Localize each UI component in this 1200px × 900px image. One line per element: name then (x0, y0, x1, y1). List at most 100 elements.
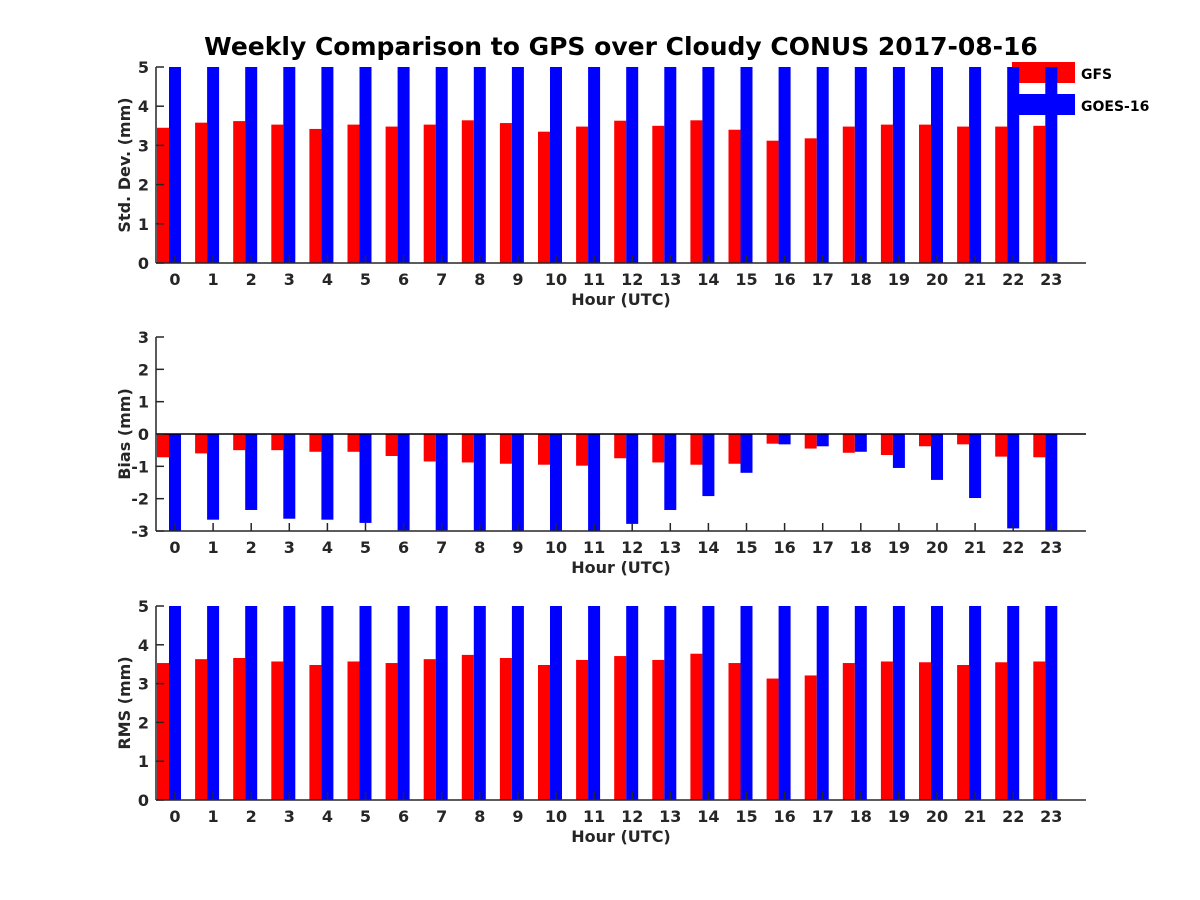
y-tick-label-std-dev-mm: 3 (138, 136, 149, 155)
x-tick-label-rms-mm: 2 (246, 807, 257, 826)
bar-std-dev-mm-gfs-21 (957, 126, 970, 263)
bar-rms-mm-gfs-22 (995, 662, 1008, 800)
bar-bias-mm-goes-16-7 (435, 434, 448, 531)
bar-rms-mm-goes-16-12 (626, 606, 639, 800)
bar-rms-mm-gfs-7 (423, 659, 436, 800)
bar-std-dev-mm-gfs-23 (1033, 125, 1046, 263)
bar-std-dev-mm-gfs-5 (347, 124, 360, 264)
x-tick-label-bias-mm: 4 (322, 538, 333, 557)
bar-bias-mm-goes-16-21 (969, 434, 982, 499)
bar-bias-mm-gfs-20 (919, 434, 931, 447)
y-tick-label-bias-mm: -2 (131, 490, 149, 509)
bar-std-dev-mm-gfs-18 (842, 126, 855, 263)
y-tick-label-rms-mm: 1 (138, 752, 149, 771)
bar-rms-mm-gfs-10 (538, 664, 550, 800)
x-tick-label-bias-mm: 5 (360, 538, 371, 557)
x-tick-label-rms-mm: 3 (284, 807, 295, 826)
bar-bias-mm-gfs-3 (271, 434, 284, 451)
bar-bias-mm-goes-16-14 (702, 434, 715, 497)
bar-std-dev-mm-goes-16-16 (778, 67, 791, 263)
bar-bias-mm-gfs-7 (423, 434, 436, 462)
x-tick-label-bias-mm: 14 (697, 538, 719, 557)
x-tick-label-bias-mm: 2 (246, 538, 257, 557)
bar-std-dev-mm-goes-16-11 (588, 67, 601, 263)
x-tick-label-std-dev-mm: 3 (284, 270, 295, 289)
bar-bias-mm-gfs-8 (461, 434, 474, 463)
x-tick-label-rms-mm: 8 (474, 807, 485, 826)
x-tick-label-std-dev-mm: 12 (621, 270, 643, 289)
x-tick-label-std-dev-mm: 1 (208, 270, 219, 289)
bar-rms-mm-gfs-8 (461, 654, 474, 800)
bar-bias-mm-goes-16-19 (892, 434, 905, 468)
bar-std-dev-mm-gfs-1 (195, 122, 208, 263)
bar-std-dev-mm-goes-16-19 (892, 67, 905, 263)
x-tick-label-rms-mm: 4 (322, 807, 333, 826)
x-tick-label-bias-mm: 22 (1002, 538, 1024, 557)
bar-std-dev-mm-gfs-2 (233, 121, 246, 263)
x-tick-label-std-dev-mm: 19 (888, 270, 910, 289)
bar-std-dev-mm-gfs-20 (919, 124, 931, 264)
x-tick-label-std-dev-mm: 5 (360, 270, 371, 289)
bar-rms-mm-goes-16-20 (931, 606, 943, 800)
x-tick-label-bias-mm: 0 (169, 538, 180, 557)
bar-std-dev-mm-goes-16-0 (169, 67, 181, 263)
x-tick-label-std-dev-mm: 2 (246, 270, 257, 289)
x-tick-label-std-dev-mm: 15 (735, 270, 757, 289)
x-tick-label-rms-mm: 22 (1002, 807, 1024, 826)
x-axis-label-bias-mm: Hour (UTC) (571, 558, 671, 577)
bar-std-dev-mm-gfs-15 (728, 129, 741, 263)
bar-std-dev-mm-gfs-9 (499, 123, 512, 263)
bar-rms-mm-gfs-1 (195, 659, 208, 800)
y-tick-label-rms-mm: 2 (138, 713, 149, 732)
y-tick-label-bias-mm: 3 (138, 328, 149, 347)
x-tick-label-std-dev-mm: 10 (545, 270, 567, 289)
y-tick-label-bias-mm: -1 (131, 457, 149, 476)
x-tick-label-rms-mm: 19 (888, 807, 910, 826)
bar-rms-mm-goes-16-9 (511, 606, 524, 800)
x-tick-label-rms-mm: 11 (583, 807, 605, 826)
x-tick-label-bias-mm: 23 (1040, 538, 1062, 557)
y-tick-label-std-dev-mm: 2 (138, 176, 149, 195)
bar-rms-mm-goes-16-23 (1045, 606, 1058, 800)
bar-std-dev-mm-gfs-14 (690, 120, 703, 263)
bar-bias-mm-goes-16-23 (1045, 434, 1058, 531)
bar-std-dev-mm-goes-16-12 (626, 67, 639, 263)
bar-bias-mm-goes-16-9 (511, 434, 524, 531)
bar-std-dev-mm-gfs-10 (538, 131, 550, 263)
bar-bias-mm-gfs-0 (157, 434, 169, 458)
bar-rms-mm-goes-16-19 (892, 606, 905, 800)
legend-swatch-goes16 (1012, 94, 1075, 115)
x-tick-label-bias-mm: 15 (735, 538, 757, 557)
bar-rms-mm-goes-16-1 (207, 606, 220, 800)
x-tick-label-rms-mm: 5 (360, 807, 371, 826)
x-tick-label-std-dev-mm: 20 (926, 270, 948, 289)
x-tick-label-bias-mm: 13 (659, 538, 681, 557)
x-tick-label-std-dev-mm: 21 (964, 270, 986, 289)
bar-rms-mm-gfs-13 (652, 659, 665, 800)
bar-bias-mm-gfs-18 (842, 434, 855, 453)
bar-std-dev-mm-goes-16-7 (435, 67, 448, 263)
x-tick-label-bias-mm: 17 (812, 538, 834, 557)
bar-bias-mm-gfs-12 (614, 434, 627, 459)
bar-rms-mm-goes-16-17 (816, 606, 829, 800)
bar-rms-mm-gfs-9 (499, 657, 512, 800)
x-tick-label-rms-mm: 10 (545, 807, 567, 826)
bar-rms-mm-goes-16-2 (245, 606, 258, 800)
y-axis-label-std-dev-mm: Std. Dev. (mm) (115, 97, 134, 232)
bar-bias-mm-goes-16-8 (473, 434, 486, 531)
chart-title: Weekly Comparison to GPS over Cloudy CON… (204, 32, 1038, 61)
x-tick-label-std-dev-mm: 8 (474, 270, 485, 289)
x-tick-label-std-dev-mm: 23 (1040, 270, 1062, 289)
bar-rms-mm-gfs-4 (309, 664, 322, 800)
y-tick-label-std-dev-mm: 0 (138, 254, 149, 273)
x-tick-label-bias-mm: 8 (474, 538, 485, 557)
y-tick-label-bias-mm: -3 (131, 522, 149, 541)
bar-rms-mm-goes-16-15 (740, 606, 753, 800)
bar-rms-mm-gfs-11 (576, 659, 589, 800)
bar-rms-mm-gfs-14 (690, 653, 703, 800)
bar-std-dev-mm-goes-16-17 (816, 67, 829, 263)
bar-rms-mm-gfs-12 (614, 656, 627, 800)
bar-bias-mm-goes-16-2 (245, 434, 258, 510)
